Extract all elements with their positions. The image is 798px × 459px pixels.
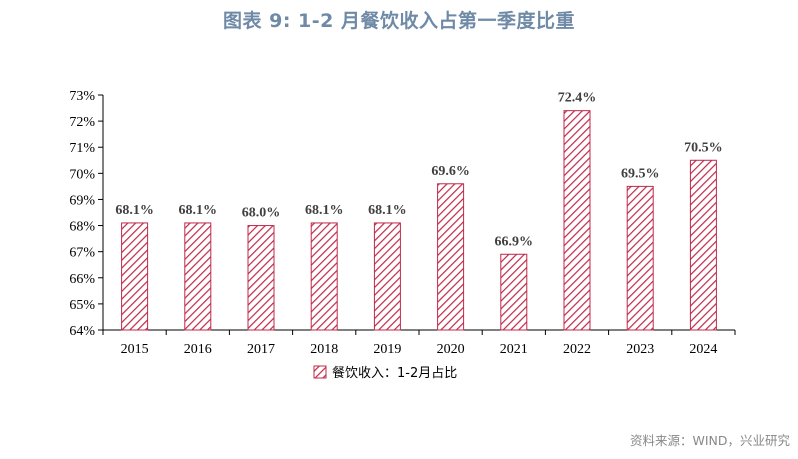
data-label-2016: 68.1% xyxy=(179,203,218,218)
data-label-2021: 66.9% xyxy=(495,234,534,249)
bar-2015 xyxy=(121,222,149,331)
data-label-2020: 69.6% xyxy=(431,164,470,179)
legend-swatch xyxy=(313,365,327,379)
bar-2016 xyxy=(184,222,212,331)
data-label-2015: 68.1% xyxy=(115,203,154,218)
x-tick-label-2023: 2023 xyxy=(626,342,654,357)
x-tick-label-2015: 2015 xyxy=(121,342,149,357)
bar-2018 xyxy=(310,222,338,331)
x-tick-label-2018: 2018 xyxy=(310,342,338,357)
data-label-2024: 70.5% xyxy=(684,140,723,155)
x-tick-label-2024: 2024 xyxy=(689,342,717,357)
data-label-2019: 68.1% xyxy=(368,203,407,218)
y-tick-label: 68% xyxy=(69,220,95,235)
x-tick-label-2020: 2020 xyxy=(437,342,465,357)
x-tick-label-2017: 2017 xyxy=(247,342,275,357)
data-label-2023: 69.5% xyxy=(621,166,660,181)
y-tick-label: 67% xyxy=(69,246,95,261)
bar-2024 xyxy=(689,159,717,331)
data-label-2017: 68.0% xyxy=(242,206,281,221)
x-tick-label-2021: 2021 xyxy=(500,342,528,357)
y-tick-label: 71% xyxy=(69,141,95,156)
y-tick-label: 72% xyxy=(69,115,95,130)
y-tick-label: 69% xyxy=(69,193,95,208)
legend-label: 餐饮收入：1-2月占比 xyxy=(332,365,457,381)
bar-2023 xyxy=(626,185,654,331)
bar-2019 xyxy=(373,222,401,331)
y-tick-label: 73% xyxy=(69,89,95,104)
source-note: 资料来源：WIND，兴业研究 xyxy=(629,433,790,448)
bar-2020 xyxy=(437,183,465,331)
legend: 餐饮收入：1-2月占比 xyxy=(313,365,457,381)
y-tick-label: 70% xyxy=(69,167,95,182)
x-tick-label-2016: 2016 xyxy=(184,342,212,357)
data-label-2018: 68.1% xyxy=(305,203,344,218)
y-tick-label: 64% xyxy=(69,324,95,339)
x-tick-label-2019: 2019 xyxy=(373,342,401,357)
y-tick-label: 66% xyxy=(69,272,95,287)
data-label-2022: 72.4% xyxy=(558,91,597,106)
chart-title: 图表 9: 1-2 月餐饮收入占第一季度比重 xyxy=(223,10,575,32)
y-tick-label: 65% xyxy=(69,298,95,313)
x-tick-label-2022: 2022 xyxy=(563,342,591,357)
bar-2017 xyxy=(247,225,275,331)
bar-2022 xyxy=(563,110,591,331)
bar-2021 xyxy=(500,253,528,331)
